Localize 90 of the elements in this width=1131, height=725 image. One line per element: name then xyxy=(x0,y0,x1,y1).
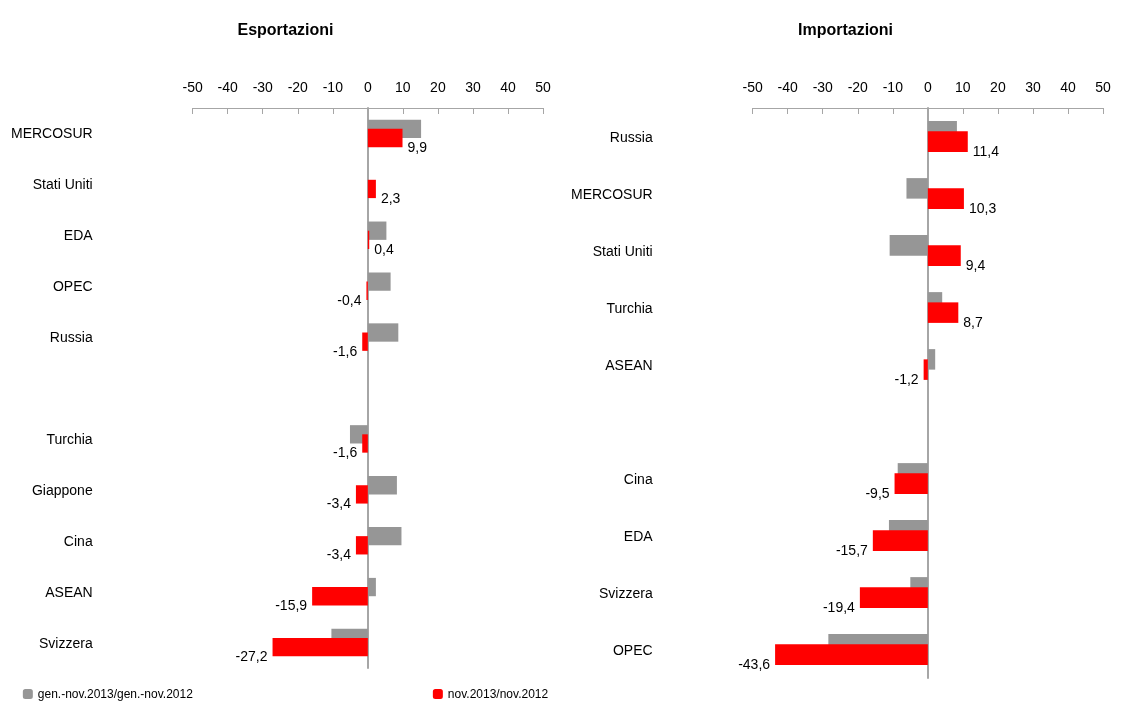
bar xyxy=(362,434,368,453)
y-tick-label: Giappone xyxy=(31,481,93,498)
bar xyxy=(367,476,397,495)
legend-label: nov.2013/nov.2012 xyxy=(447,687,549,701)
legend-label: gen.-nov.2013/gen.-nov.2012 xyxy=(37,687,194,701)
bar xyxy=(367,179,376,199)
bar xyxy=(775,644,928,665)
data-label: -15,9 xyxy=(275,597,308,614)
data-label: 0,4 xyxy=(374,240,394,257)
bar xyxy=(367,128,403,148)
y-tick-label: Stati Uniti xyxy=(32,176,93,193)
data-label: -1,2 xyxy=(894,370,919,387)
bar xyxy=(367,272,391,291)
bar xyxy=(367,323,399,342)
data-label: -27,2 xyxy=(235,648,268,665)
y-tick-label: Cina xyxy=(623,470,653,487)
data-label: -19,4 xyxy=(822,598,856,615)
x-tick-label: 10 xyxy=(395,79,411,95)
y-tick-label: Russia xyxy=(609,128,653,145)
x-tick-label: 20 xyxy=(990,79,1006,95)
x-tick-label: -20 xyxy=(847,79,869,95)
bar xyxy=(367,526,402,546)
bar xyxy=(927,302,959,323)
bar xyxy=(927,188,964,209)
chart-title: Importazioni xyxy=(797,20,894,38)
y-tick-label: MERCOSUR xyxy=(11,125,93,142)
x-tick-label: -50 xyxy=(182,79,203,95)
data-label: -3,4 xyxy=(326,546,352,563)
x-tick-label: 40 xyxy=(1060,79,1076,95)
data-label: -15,7 xyxy=(835,541,869,558)
x-tick-label: 0 xyxy=(923,79,932,95)
x-tick-label: 50 xyxy=(535,79,551,95)
y-tick-label: Cina xyxy=(63,532,93,549)
bar xyxy=(894,473,928,494)
data-label: -1,6 xyxy=(333,342,358,359)
y-tick-label: EDA xyxy=(63,227,94,244)
data-label: 8,7 xyxy=(963,313,983,330)
y-tick-label: Russia xyxy=(49,329,93,346)
y-tick-label: Turchia xyxy=(46,430,93,447)
data-label: -43,6 xyxy=(738,655,771,672)
data-label: -3,4 xyxy=(326,495,352,512)
x-tick-label: -10 xyxy=(882,79,904,95)
bar xyxy=(906,178,928,199)
x-tick-label: 20 xyxy=(430,79,446,95)
y-tick-label: OPEC xyxy=(52,278,93,295)
x-tick-label: 10 xyxy=(955,79,971,95)
x-tick-label: -10 xyxy=(322,79,344,95)
data-label: 9,4 xyxy=(965,256,986,273)
bar xyxy=(355,536,368,555)
bar xyxy=(859,587,928,608)
y-tick-label: Stati Uniti xyxy=(592,242,653,259)
x-tick-label: -20 xyxy=(287,79,309,95)
x-tick-label: 0 xyxy=(363,79,372,95)
bar xyxy=(272,637,368,657)
data-label: 2,3 xyxy=(380,189,401,206)
x-tick-label: -40 xyxy=(777,79,799,95)
data-label: -9,5 xyxy=(865,484,890,501)
x-tick-label: 50 xyxy=(1095,79,1111,95)
x-tick-label: -40 xyxy=(217,79,239,95)
data-label: -1,6 xyxy=(333,444,358,461)
bar xyxy=(927,245,961,266)
x-tick-label: 30 xyxy=(1025,79,1041,95)
bar xyxy=(362,332,368,351)
y-tick-label: OPEC xyxy=(612,641,653,658)
x-tick-label: -50 xyxy=(742,79,763,95)
data-label: 11,4 xyxy=(972,142,1000,159)
bar xyxy=(927,349,936,370)
data-label: 10,3 xyxy=(968,199,997,216)
chart-title: Esportazioni xyxy=(237,20,334,38)
bar xyxy=(923,359,928,380)
y-tick-label: EDA xyxy=(623,527,654,544)
bar xyxy=(889,235,928,256)
bar xyxy=(367,577,376,597)
data-label: 9,9 xyxy=(407,139,428,156)
y-tick-label: Svizzera xyxy=(598,584,653,601)
y-tick-label: ASEAN xyxy=(605,356,653,373)
y-tick-label: Turchia xyxy=(606,299,653,316)
x-tick-label: 30 xyxy=(465,79,481,95)
bar xyxy=(927,131,968,152)
data-label: -0,4 xyxy=(337,291,362,308)
bar xyxy=(872,530,928,551)
bar xyxy=(355,485,368,504)
bar xyxy=(312,587,368,606)
y-tick-label: MERCOSUR xyxy=(571,185,653,202)
x-tick-label: 40 xyxy=(500,79,516,95)
y-tick-label: ASEAN xyxy=(45,583,93,600)
bar xyxy=(367,221,387,240)
x-tick-label: -30 xyxy=(252,79,274,95)
y-tick-label: Svizzera xyxy=(38,634,93,651)
x-tick-label: -30 xyxy=(812,79,834,95)
